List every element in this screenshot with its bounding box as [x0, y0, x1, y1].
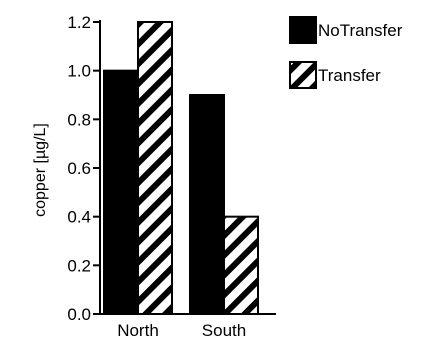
bar-notransfer-north — [103, 69, 139, 315]
bar-transfer-north — [137, 21, 173, 315]
y-tick-label: 0.6 — [67, 159, 91, 178]
x-axis: North South — [100, 313, 276, 340]
y-axis: 0.0 0.2 0.4 0.6 0.8 1.0 1.2 — [67, 13, 101, 324]
x-tick-label: North — [117, 321, 159, 340]
legend-swatch-notransfer — [289, 16, 317, 44]
y-tick-label: 0.4 — [67, 208, 91, 227]
x-tick-label: South — [202, 321, 246, 340]
legend-swatch-transfer — [289, 61, 317, 89]
y-tick-label: 1.2 — [67, 13, 91, 32]
legend-label-notransfer: NoTransfer — [318, 21, 403, 40]
y-tick-label: 0.2 — [67, 256, 91, 275]
legend-label-transfer: Transfer — [318, 66, 381, 85]
y-tick-label: 1.0 — [67, 62, 91, 81]
y-axis-title: copper [µg/L] — [32, 123, 49, 217]
y-tick-label: 0.0 — [67, 305, 91, 324]
bars — [103, 21, 259, 316]
bar-transfer-south — [223, 215, 259, 316]
bar-notransfer-south — [189, 94, 225, 315]
y-tick-label: 0.8 — [67, 110, 91, 129]
legend: NoTransfer Transfer — [289, 16, 403, 89]
